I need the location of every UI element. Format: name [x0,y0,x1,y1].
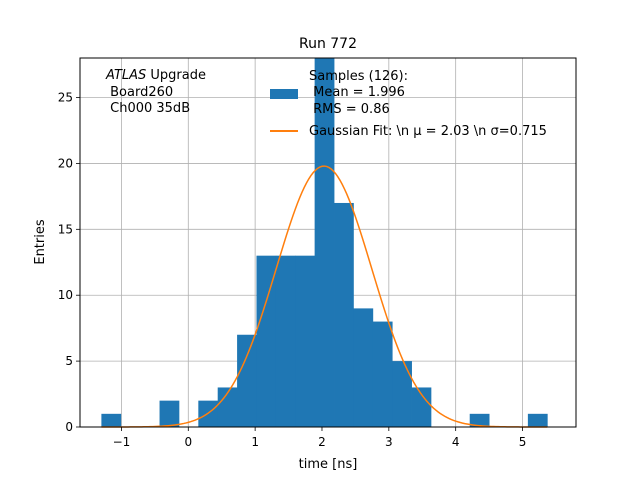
x-axis-ticks: −1 0 1 2 3 4 5 [113,427,527,449]
y-axis-label: Entries [33,219,48,265]
x-tick-label: 5 [519,435,527,449]
histogram-bar [101,413,122,427]
histogram-bar [372,321,393,427]
histogram-bar [237,334,257,427]
legend: Samples (126): Mean = 1.996 RMS = 0.86 G… [270,69,547,139]
histogram-bar [469,413,490,427]
y-axis-ticks: 0 5 10 15 20 25 [58,91,80,434]
x-tick-label: 3 [385,435,393,449]
x-tick-label: 2 [318,435,326,449]
legend-fit-label: Gaussian Fit: \n μ = 2.03 \n σ=0.715 [309,124,547,139]
atlas-label: ATLAS [105,68,146,83]
histogram-bar [314,58,335,427]
histogram-bar [527,413,548,427]
atlas-annotation-channel: Ch000 35dB [106,101,190,116]
y-tick-label: 25 [58,91,73,105]
histogram-bar [159,400,180,427]
gaussian-fit-curve [101,165,548,428]
legend-samples-mean: Mean = 1.996 [309,85,405,100]
atlas-annotation-board: Board260 [106,85,173,100]
atlas-annotation-line1: ATLAS Upgrade [105,68,206,83]
x-tick-label: 4 [452,435,460,449]
legend-swatch-samples [270,89,298,99]
x-tick-label: 0 [184,435,192,449]
histogram-bar [411,387,432,427]
x-axis-label: time [ns] [299,457,358,472]
histogram-bar [295,255,316,427]
histogram-bar [275,255,296,427]
histogram-bar [353,308,374,427]
plot-frame [79,57,577,428]
upgrade-label: Upgrade [146,68,206,83]
histogram-bar [334,202,354,427]
y-tick-label: 5 [65,354,73,368]
x-tick-label: −1 [113,435,131,449]
y-tick-label: 15 [58,222,73,236]
x-tick-label: 1 [251,435,259,449]
y-tick-label: 20 [58,156,73,170]
histogram-bar [392,361,412,427]
histogram-bar [256,255,277,427]
legend-samples-rms: RMS = 0.86 [309,102,390,117]
legend-samples-line1: Samples (126): [309,69,408,84]
histogram-bar [217,387,238,427]
histogram-bars [101,58,548,427]
chart-title: Run 772 [299,36,357,52]
y-tick-label: 10 [58,288,73,302]
y-tick-label: 0 [65,420,73,434]
